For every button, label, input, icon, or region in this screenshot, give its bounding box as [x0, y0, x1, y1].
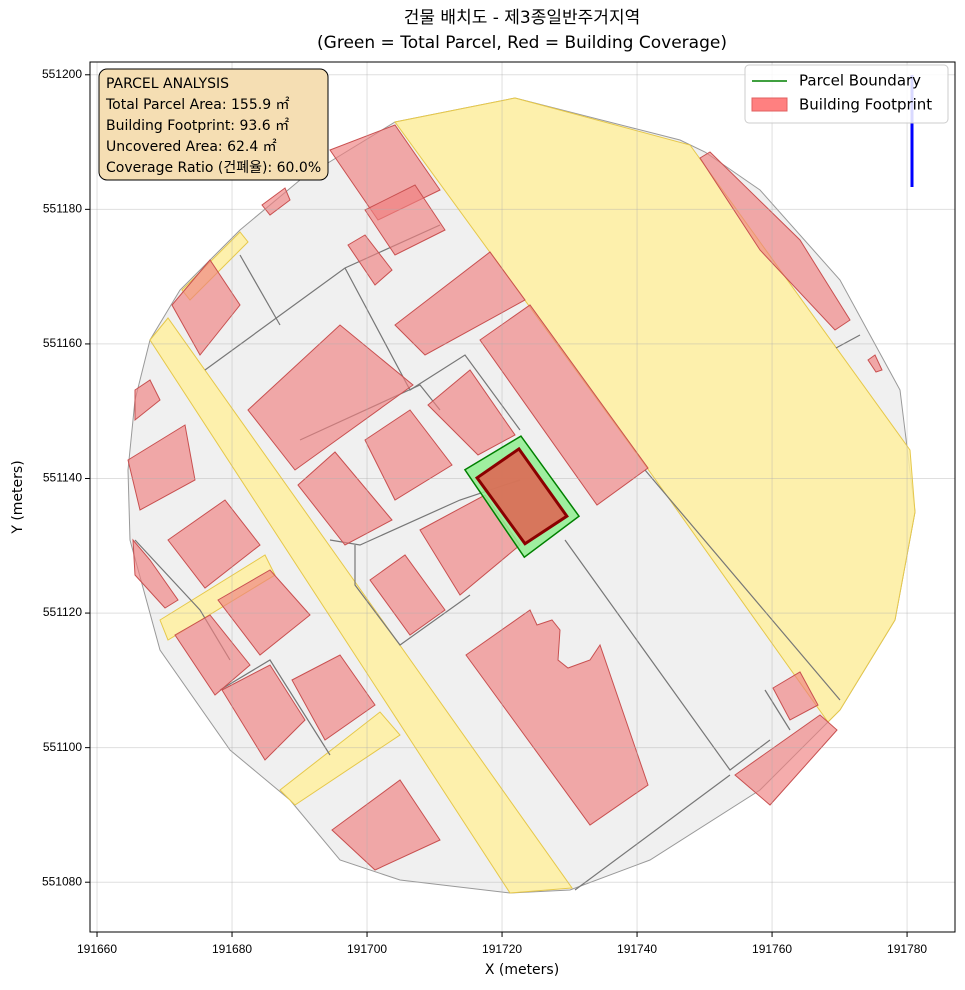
- building: [127, 424, 196, 511]
- y-tick-label: 551080: [42, 874, 82, 888]
- annotation-line: Building Footprint: 93.6 ㎡: [106, 118, 289, 134]
- parcel-line: [835, 334, 861, 349]
- y-tick-label: 551200: [42, 67, 82, 81]
- legend-entries: Parcel Boundary Building Footprint: [751, 72, 932, 114]
- parcel-line: [574, 774, 731, 891]
- building: [364, 184, 446, 256]
- legend-swatch: [751, 97, 788, 112]
- y-tick-label: 551140: [43, 471, 82, 485]
- building: [772, 671, 819, 721]
- x-tick-label: 191680: [212, 942, 252, 956]
- building: [297, 451, 393, 546]
- x-tick-label: 191660: [77, 942, 117, 956]
- y-tick-label: 551180: [43, 202, 82, 216]
- data-layer: [463, 435, 581, 559]
- annotation-line: PARCEL ANALYSIS: [106, 76, 229, 92]
- building: [867, 354, 883, 373]
- annotation-line: Coverage Ratio (건폐율): 60.0%: [106, 160, 321, 176]
- chart-subtitle: (Green = Total Parcel, Red = Building Co…: [317, 33, 727, 53]
- building: [171, 259, 241, 356]
- parcel-line: [764, 689, 791, 731]
- road: [279, 711, 401, 806]
- annotation-box: PARCEL ANALYSIS Total Parcel Area: 155.9 …: [98, 68, 329, 181]
- building: [699, 151, 851, 331]
- plot-frame: [89, 61, 956, 933]
- legend-label: Parcel Boundary: [799, 72, 921, 90]
- building: [261, 187, 291, 216]
- parcel-polygon: [474, 446, 569, 546]
- legend-frame: [744, 64, 949, 124]
- building: [427, 369, 516, 456]
- y-tick-label: 551100: [43, 740, 82, 754]
- building: [134, 379, 161, 422]
- parcel-line: [219, 659, 331, 756]
- y-axis-label: Y (meters): [10, 460, 26, 534]
- building: [221, 664, 306, 761]
- annotation-lines: PARCEL ANALYSIS Total Parcel Area: 155.9 …: [105, 76, 321, 176]
- x-axis-label: X (meters): [485, 962, 559, 978]
- y-tick-label: 551160: [43, 336, 82, 350]
- building: [465, 609, 649, 826]
- legend-label: Building Footprint: [799, 96, 932, 114]
- building: [734, 714, 838, 806]
- building: [394, 251, 526, 356]
- building: [331, 779, 441, 871]
- chart-title: 건물 배치도 - 제3종일반주거지역: [404, 8, 640, 28]
- parcel-line: [354, 545, 471, 646]
- x-tick-label: 191780: [887, 942, 927, 956]
- x-tick-label: 191700: [347, 942, 387, 956]
- y-tick-label: 551120: [43, 605, 82, 619]
- building: [217, 569, 311, 656]
- building: [167, 499, 261, 589]
- road: [394, 97, 916, 723]
- building: [479, 304, 649, 506]
- legend: Parcel Boundary Building Footprint: [744, 64, 949, 124]
- building: [174, 614, 251, 696]
- x-tick-label: 191740: [617, 942, 657, 956]
- annotation-background: [98, 68, 329, 181]
- building: [132, 538, 179, 609]
- building: [247, 324, 414, 471]
- parcel-line: [644, 469, 841, 701]
- road: [149, 317, 573, 894]
- x-tick-label: 191760: [752, 942, 792, 956]
- building: [347, 234, 393, 286]
- parcel-line: [344, 267, 521, 431]
- annotation-line: Uncovered Area: 62.4 ㎡: [106, 139, 277, 155]
- annotation-line: Total Parcel Area: 155.9 ㎡: [105, 97, 290, 113]
- building: [364, 409, 453, 501]
- parcel-line: [239, 254, 281, 326]
- building: [291, 654, 376, 741]
- x-tick-label: 191720: [482, 942, 522, 956]
- building: [369, 554, 446, 636]
- parcel-line: [564, 539, 771, 771]
